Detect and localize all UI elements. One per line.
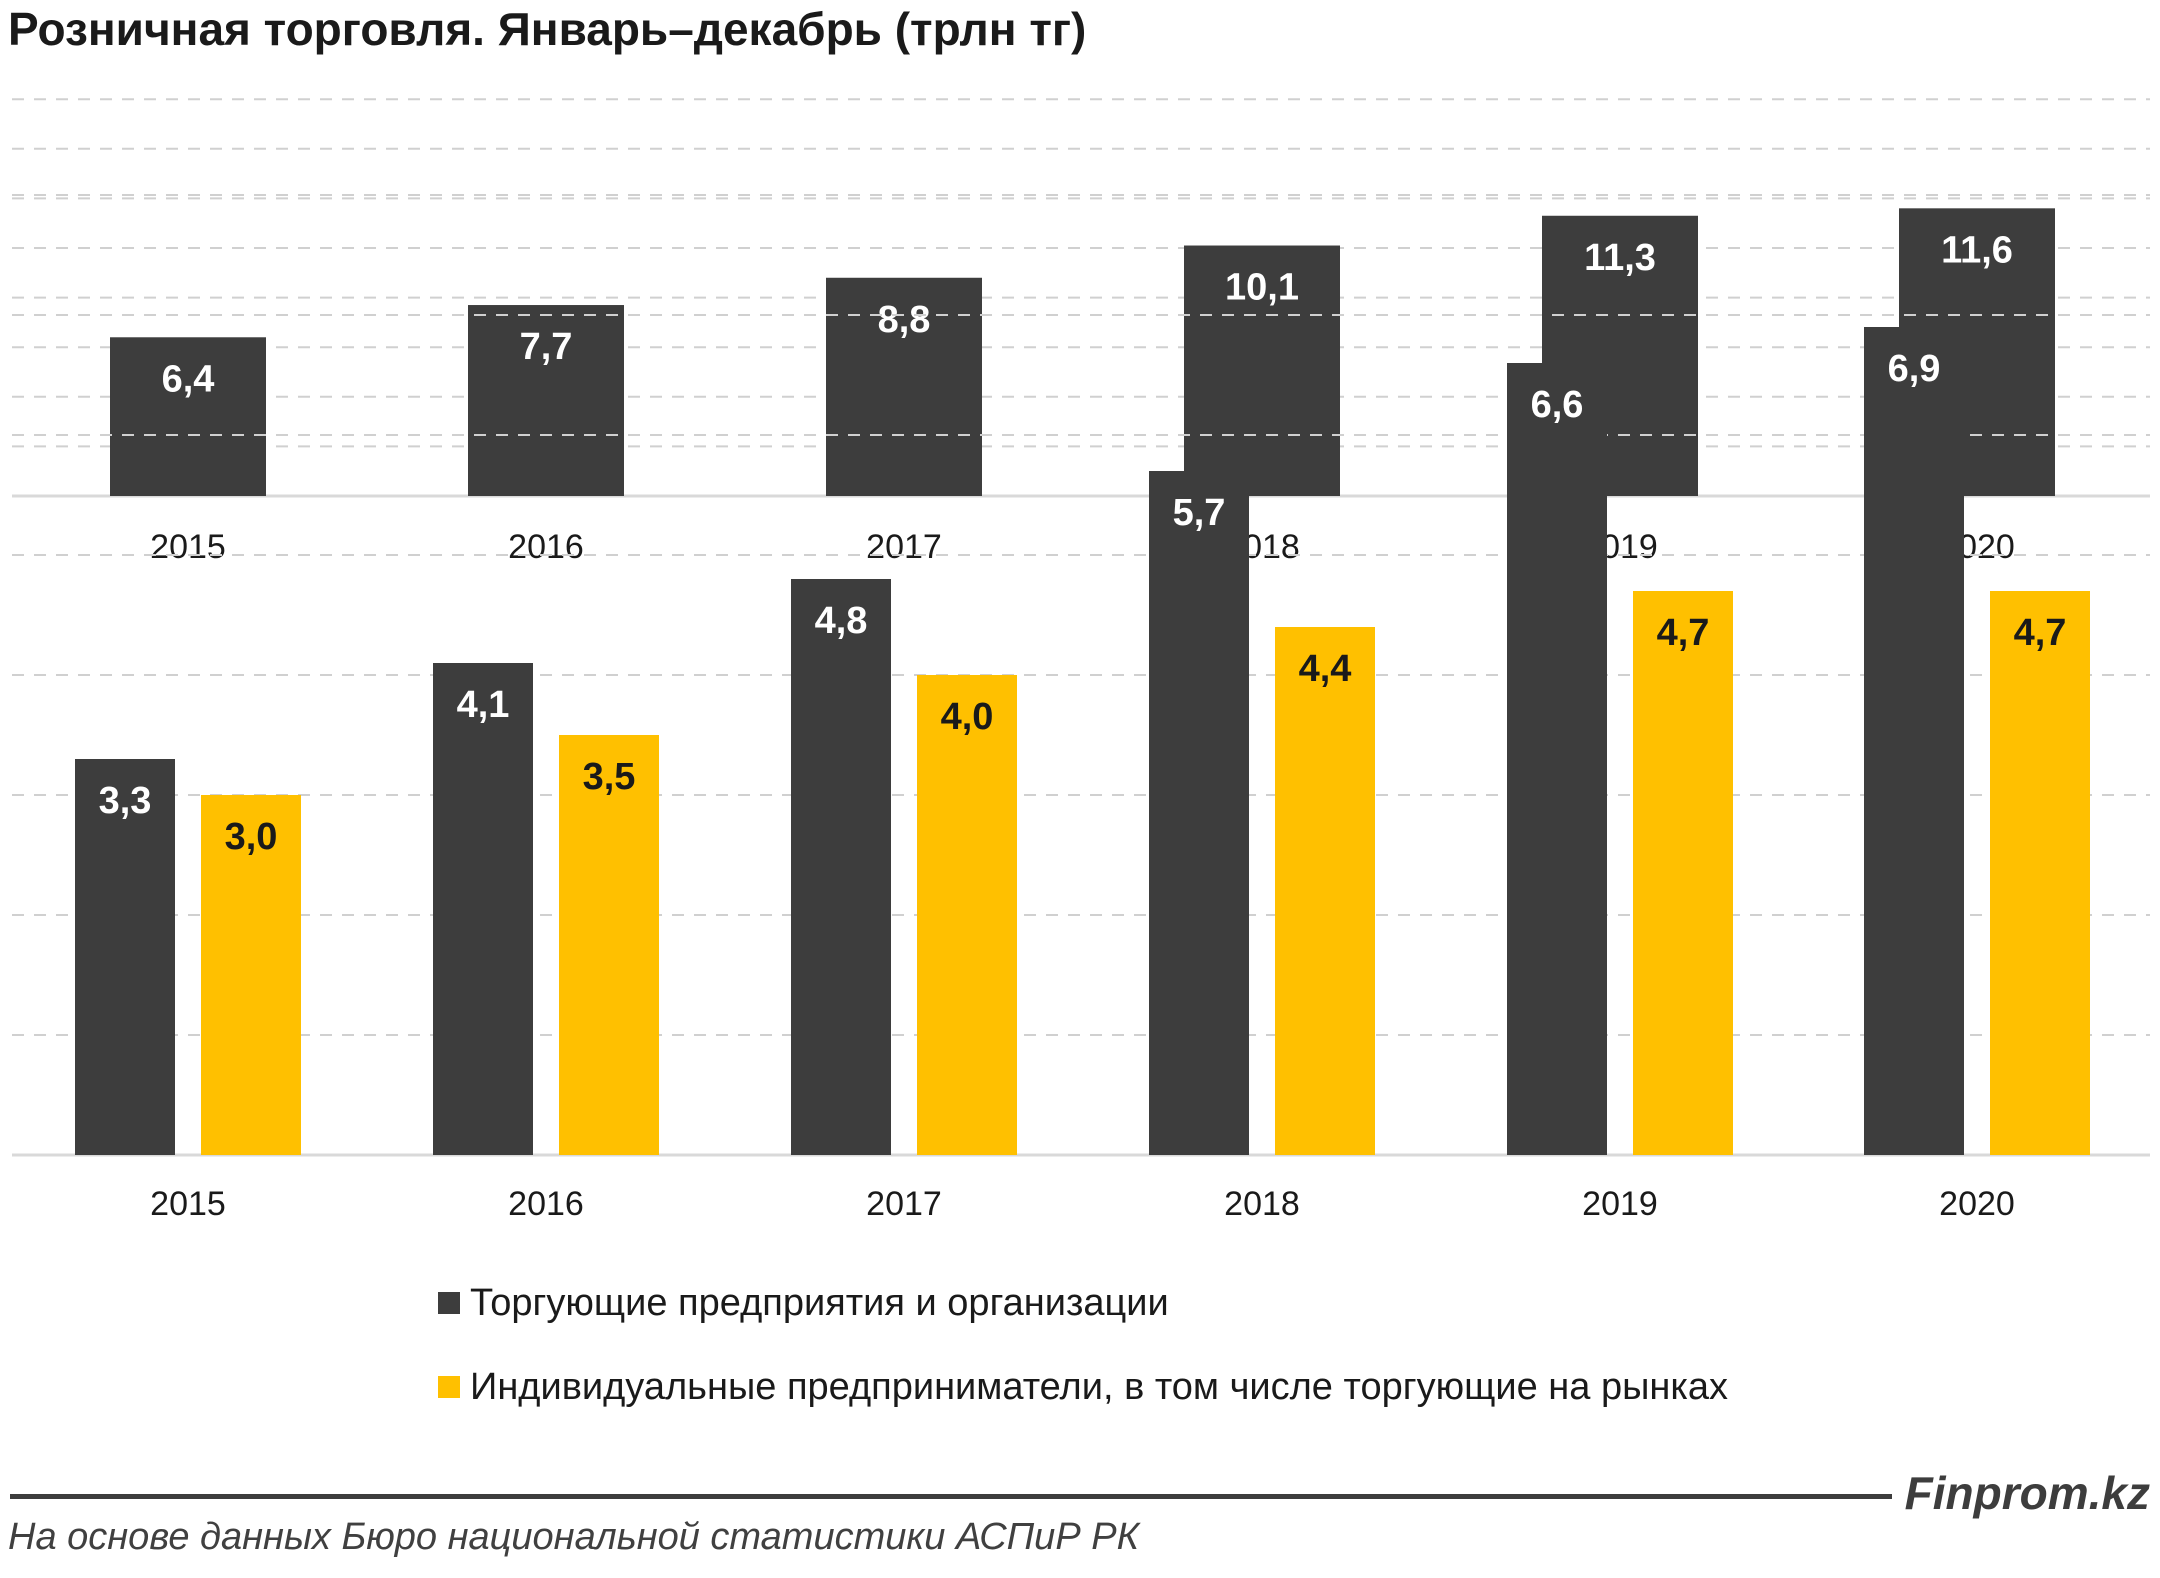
data-label: 5,7 bbox=[1173, 492, 1226, 534]
bar bbox=[917, 675, 1017, 1155]
bar bbox=[1507, 363, 1607, 1155]
bar bbox=[433, 663, 533, 1155]
legend-item-entrepreneurs: Индивидуальные предприниматели, в том чи… bbox=[438, 1362, 1728, 1412]
legend-label-enterprises: Торгующие предприятия и организации bbox=[470, 1281, 1169, 1324]
data-label: 11,3 bbox=[1584, 237, 1656, 279]
data-label: 7,7 bbox=[520, 326, 573, 368]
data-label: 8,8 bbox=[878, 299, 931, 341]
bar bbox=[1990, 591, 2090, 1155]
data-label: 4,7 bbox=[1657, 612, 1710, 654]
x-tick-label: 2017 bbox=[866, 1185, 942, 1223]
bar bbox=[1275, 627, 1375, 1155]
bar bbox=[559, 735, 659, 1155]
data-label: 3,0 bbox=[225, 816, 278, 858]
data-label: 4,8 bbox=[815, 600, 868, 642]
legend-item-enterprises: Торгующие предприятия и организации bbox=[438, 1278, 1169, 1328]
bar bbox=[75, 759, 175, 1155]
bar bbox=[1864, 327, 1964, 1155]
x-tick-label: 2017 bbox=[866, 528, 942, 566]
x-tick-label: 2018 bbox=[1224, 1185, 1300, 1223]
data-label: 4,7 bbox=[2014, 612, 2067, 654]
data-label: 3,3 bbox=[99, 780, 152, 822]
data-label: 10,1 bbox=[1225, 267, 1299, 309]
x-tick-label: 2015 bbox=[150, 1185, 226, 1223]
source-note: На основе данных Бюро национальной стати… bbox=[8, 1516, 1139, 1558]
data-label: 4,4 bbox=[1299, 648, 1352, 690]
bottom-chart: 3,3 3,0 2015 4,1 3,5 2016 4,8 4,0 2017 5,7 4,4 2018… bbox=[12, 194, 2150, 1223]
data-label: 4,1 bbox=[457, 684, 510, 726]
bar bbox=[110, 337, 266, 496]
data-label: 6,6 bbox=[1531, 384, 1584, 426]
bar bbox=[1149, 471, 1249, 1155]
x-tick-label: 2020 bbox=[1939, 1185, 2015, 1223]
chart-title: Розничная торговля. Январь–декабрь (трлн… bbox=[8, 3, 1087, 55]
legend-swatch-yellow bbox=[438, 1376, 460, 1398]
bar bbox=[791, 579, 891, 1155]
legend-swatch-dark bbox=[438, 1292, 460, 1314]
x-tick-label: 2019 bbox=[1582, 1185, 1658, 1223]
legend-label-entrepreneurs: Индивидуальные предприниматели, в том чи… bbox=[470, 1365, 1728, 1408]
brand-logo-text: Finprom.kz bbox=[1904, 1467, 2150, 1519]
data-label: 6,4 bbox=[162, 358, 215, 400]
bar bbox=[468, 305, 624, 496]
data-label: 4,0 bbox=[941, 696, 994, 738]
data-label: 11,6 bbox=[1941, 229, 2013, 271]
footer-divider bbox=[10, 1494, 1892, 1499]
x-tick-label: 2016 bbox=[508, 1185, 584, 1223]
bar bbox=[1184, 245, 1340, 496]
x-tick-label: 2016 bbox=[508, 528, 584, 566]
top-chart: 6,420157,720168,8201710,1201811,3201911,… bbox=[12, 98, 2150, 566]
x-tick-label: 2015 bbox=[150, 528, 226, 566]
bar bbox=[1633, 591, 1733, 1155]
data-label: 3,5 bbox=[583, 756, 636, 798]
bar bbox=[201, 795, 301, 1155]
data-label: 6,9 bbox=[1888, 348, 1941, 390]
